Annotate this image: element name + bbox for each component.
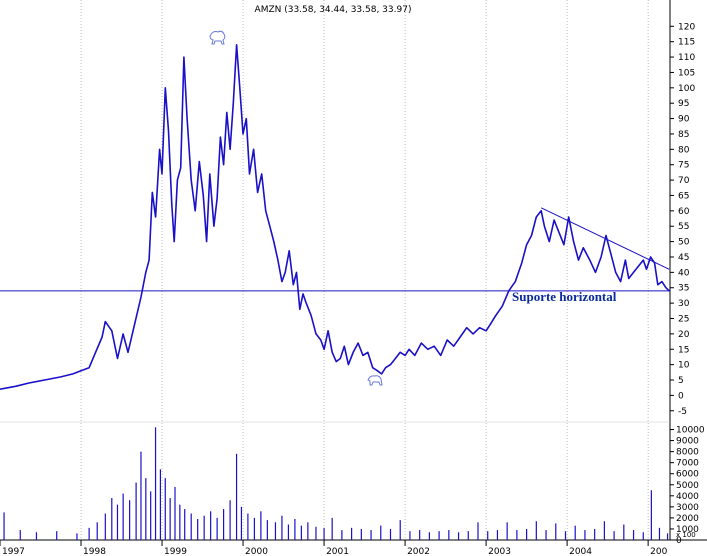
price-tick-label-45: 45	[678, 253, 689, 263]
price-tick-label-15: 15	[678, 345, 689, 355]
price-series-line	[0, 43, 670, 390]
price-tick-label-100: 100	[678, 84, 695, 94]
price-tick-label-55: 55	[678, 222, 689, 232]
price-tick-label-65: 65	[678, 191, 689, 201]
price-tick-label-75: 75	[678, 161, 689, 171]
price-tick-label-0: 0	[678, 391, 684, 401]
price-tick-label--5: -5	[678, 407, 687, 417]
price-tick-label-110: 110	[678, 53, 695, 63]
volume-tick-label-5000: 5000	[676, 481, 699, 491]
price-tick-label-80: 80	[678, 145, 690, 155]
price-tick-label-95: 95	[678, 99, 689, 109]
x-tick-label-6: 2003	[488, 547, 511, 556]
price-tick-label-20: 20	[678, 330, 690, 340]
volume-tick-label-1000: 1000	[676, 525, 699, 535]
x-tick-label-8: 200	[650, 547, 667, 556]
volume-tick-label-10000: 10000	[676, 426, 705, 436]
annotation-suporte: Suporte horizontal	[512, 289, 617, 304]
bear-icon	[367, 375, 383, 386]
price-tick-label-50: 50	[678, 238, 690, 248]
price-tick-label-85: 85	[678, 130, 689, 140]
volume-tick-label-8000: 8000	[676, 448, 699, 458]
volume-tick-label-9000: 9000	[676, 437, 699, 447]
volume-tick-label-3000: 3000	[676, 503, 699, 513]
price-tick-label-40: 40	[678, 268, 690, 278]
price-tick-label-90: 90	[678, 115, 690, 125]
price-tick-label-30: 30	[678, 299, 690, 309]
x-tick-label-4: 2001	[326, 547, 349, 556]
x-tick-label-0: 1997	[2, 547, 25, 556]
chart-title: AMZN (33.58, 34.44, 33.58, 33.97)	[255, 5, 412, 15]
price-tick-label-105: 105	[678, 68, 695, 78]
volume-scale-label: x 100	[676, 531, 696, 539]
volume-tick-label-2000: 2000	[676, 514, 699, 524]
resistance-trendline	[540, 207, 670, 270]
volume-tick-label-0: 0	[676, 536, 682, 546]
bull-icon	[209, 30, 226, 45]
volume-tick-label-7000: 7000	[676, 459, 699, 469]
volume-tick-label-6000: 6000	[676, 470, 699, 480]
price-tick-label-10: 10	[678, 361, 690, 371]
x-tick-label-2: 1999	[164, 547, 187, 556]
price-tick-label-120: 120	[678, 22, 695, 32]
x-tick-label-5: 2002	[407, 547, 430, 556]
x-tick-label-7: 2004	[569, 547, 592, 556]
price-tick-label-60: 60	[678, 207, 690, 217]
price-tick-label-115: 115	[678, 38, 695, 48]
x-tick-label-3: 2000	[245, 547, 268, 556]
volume-tick-label-4000: 4000	[676, 492, 699, 502]
price-tick-label-70: 70	[678, 176, 690, 186]
price-tick-label-35: 35	[678, 284, 689, 294]
x-tick-label-1: 1998	[83, 547, 106, 556]
price-tick-label-25: 25	[678, 315, 689, 325]
price-tick-label-5: 5	[678, 376, 684, 386]
